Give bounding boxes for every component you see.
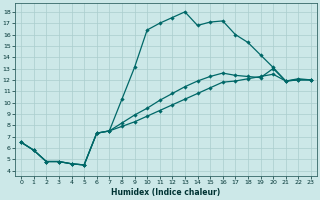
X-axis label: Humidex (Indice chaleur): Humidex (Indice chaleur) [111,188,221,197]
